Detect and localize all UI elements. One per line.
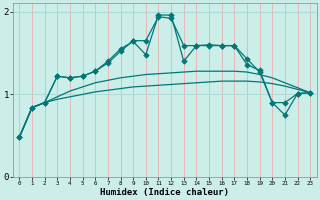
X-axis label: Humidex (Indice chaleur): Humidex (Indice chaleur) (100, 188, 229, 197)
